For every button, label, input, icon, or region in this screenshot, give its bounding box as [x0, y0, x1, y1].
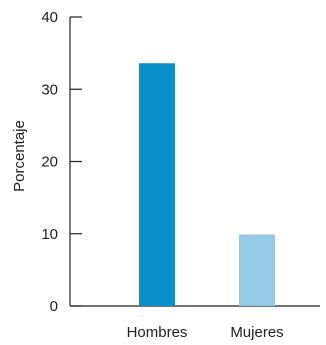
- y-axis-label: Porcentaje: [11, 120, 28, 192]
- y-tick-label: 30: [41, 81, 58, 98]
- category-labels: Hombres Mujeres: [127, 324, 284, 341]
- category-label: Hombres: [127, 324, 188, 341]
- y-tick-label: 0: [50, 298, 58, 315]
- y-tick-label: 40: [41, 9, 58, 26]
- y-tick-label: 20: [41, 154, 58, 171]
- bar-hombres: [139, 63, 175, 306]
- category-label: Mujeres: [230, 324, 283, 341]
- y-tick-label: 10: [41, 226, 58, 243]
- bar-mujeres: [239, 234, 275, 306]
- y-axis: 0 10 20 30 40: [41, 9, 82, 315]
- bars: [139, 63, 275, 306]
